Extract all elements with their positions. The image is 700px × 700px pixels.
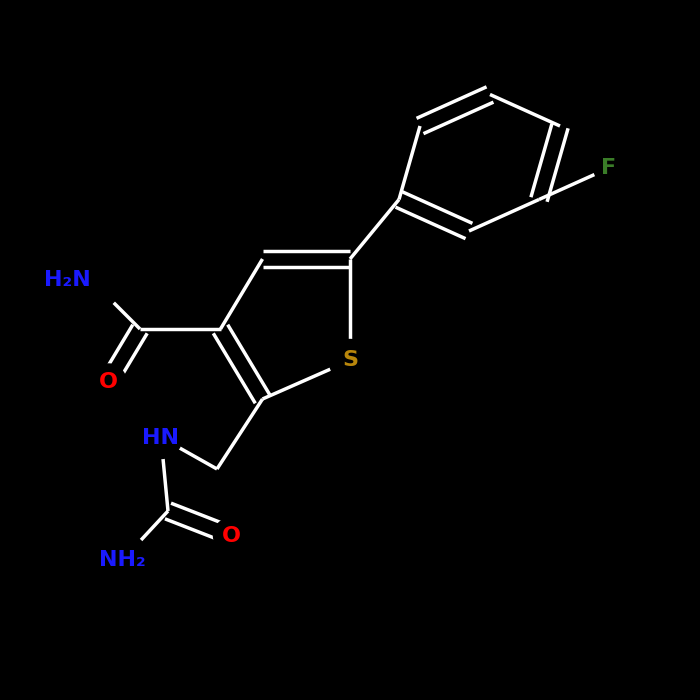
Circle shape: [329, 340, 371, 382]
Circle shape: [140, 416, 182, 459]
Circle shape: [96, 533, 149, 587]
Text: F: F: [601, 158, 617, 178]
Text: HN: HN: [143, 428, 179, 447]
Text: S: S: [342, 351, 358, 370]
Text: O: O: [99, 372, 118, 391]
Circle shape: [594, 153, 624, 183]
Text: O: O: [221, 526, 241, 545]
Circle shape: [91, 364, 126, 399]
Text: H₂N: H₂N: [44, 270, 91, 290]
Circle shape: [60, 248, 122, 312]
Circle shape: [214, 518, 248, 553]
Text: NH₂: NH₂: [99, 550, 146, 570]
